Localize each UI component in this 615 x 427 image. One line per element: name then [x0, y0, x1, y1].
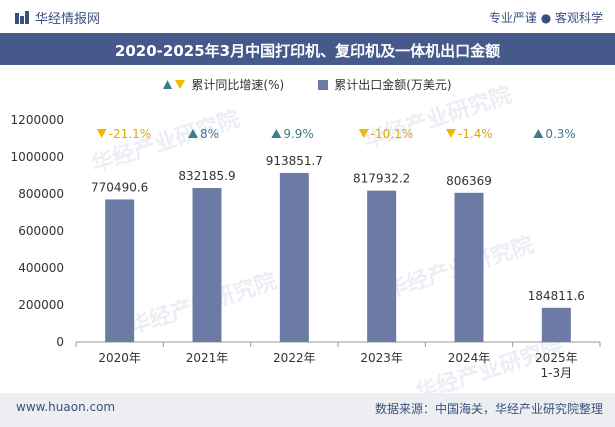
y-tick-label: 800000 — [18, 187, 64, 201]
logo: 华经情报网 — [14, 8, 100, 27]
y-tick-label: 1200000 — [11, 113, 64, 127]
x-tick-label: 2025年 — [535, 351, 578, 365]
bar-value-label: 832185.9 — [178, 169, 235, 183]
legend-bar-swatch — [318, 79, 329, 90]
footer — [0, 393, 615, 427]
y-tick-label: 200000 — [18, 298, 64, 312]
bar — [454, 192, 484, 342]
logo-text: 华经情报网 — [35, 12, 101, 27]
bar-value-label: 806369 — [446, 174, 492, 188]
bar — [279, 172, 309, 342]
x-tick-label: 2023年 — [360, 351, 403, 365]
bar-value-label: 817932.2 — [353, 172, 410, 186]
x-tick-label: 2022年 — [273, 351, 316, 365]
bar-chart: 0 200000 400000 600000 800000 1000000 1200000 7… — [11, 113, 601, 380]
bar — [192, 188, 222, 342]
y-tick-label: 600000 — [18, 224, 64, 238]
x-tick-label: 2021年 — [186, 351, 229, 365]
growth-down-icon — [446, 129, 456, 138]
growth-label: -1.4% — [458, 127, 493, 141]
growth-down-icon — [358, 129, 369, 138]
growth-label: -21.1% — [109, 127, 151, 141]
x-tick-label: 1-3月 — [541, 366, 573, 380]
growth-label: -10.1% — [371, 127, 413, 141]
growth-label: 9.9% — [283, 127, 314, 141]
growth-label: 0.3% — [545, 127, 576, 141]
x-tick-label: 2020年 — [98, 351, 141, 365]
growth-up-icon — [533, 129, 544, 138]
y-tick-label: 400000 — [18, 261, 64, 275]
tagline: 专业严谨 ● 客观科学 — [488, 11, 603, 25]
y-tick-label: 0 — [56, 335, 64, 349]
y-tick-label: 1000000 — [11, 150, 64, 164]
legend: 累计同比增速(%) 累计出口金额(万美元) — [0, 76, 615, 93]
legend-growth-label: 累计同比增速(%) — [191, 78, 285, 92]
bar — [541, 307, 571, 342]
growth-up-icon — [271, 129, 282, 138]
legend-item-growth: 累计同比增速(%) — [163, 76, 284, 93]
bar-value-label: 184811.6 — [528, 289, 585, 303]
legend-amount-label: 累计出口金额(万美元) — [334, 78, 452, 92]
title-bar — [0, 33, 615, 65]
bar-value-label: 770490.6 — [91, 180, 148, 194]
x-tick-label: 2024年 — [448, 351, 491, 365]
top-bar: 华经情报网 专业严谨 ● 客观科学 — [0, 0, 615, 33]
legend-triangle-icons — [163, 80, 186, 89]
footer-url[interactable]: www.huaon.com — [16, 400, 116, 414]
growth-up-icon — [188, 129, 198, 138]
bar — [367, 190, 397, 342]
chart-title: 2020-2025年3月中国打印机、复印机及一体机出口金额 — [114, 42, 501, 60]
bar — [105, 199, 135, 342]
bar-value-label: 913851.7 — [266, 154, 323, 168]
growth-down-icon — [96, 129, 107, 138]
logo-icon — [15, 10, 29, 24]
footer-source: 数据来源：中国海关，华经产业研究院整理 — [374, 402, 603, 416]
legend-item-amount: 累计出口金额(万美元) — [318, 76, 452, 93]
growth-label: 8% — [200, 127, 219, 141]
